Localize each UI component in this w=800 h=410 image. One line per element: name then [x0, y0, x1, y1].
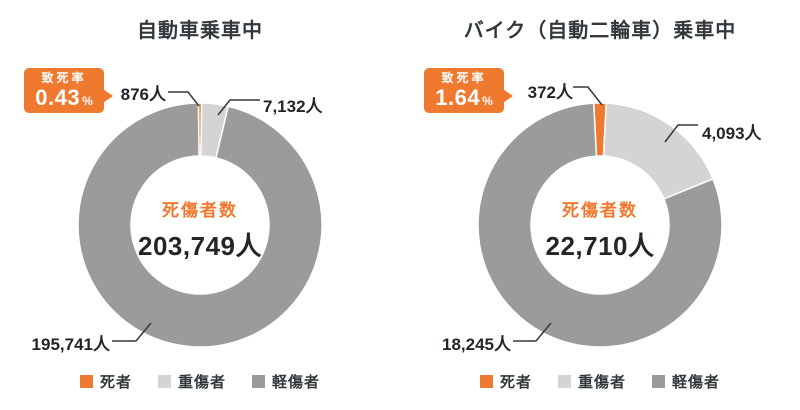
fatality-badge: 致死率 0.43%: [24, 68, 113, 113]
chart-title: バイク（自動二輪車）乗車中: [463, 20, 737, 42]
legend-label-deaths: 死者: [499, 374, 532, 391]
legend-item-serious: 重傷者: [157, 371, 226, 392]
label-deaths: 372人: [527, 83, 573, 102]
label-serious-injuries: 4,093人: [702, 124, 762, 143]
legend-item-deaths: 死者: [79, 371, 132, 392]
label-deaths: 876人: [120, 85, 166, 104]
donut-chart-car: [77, 91, 323, 348]
badge-pointer-arrow: [103, 89, 113, 103]
callout-line-deaths: [573, 86, 603, 106]
legend-item-light: 軽傷者: [252, 371, 320, 392]
legend-item-deaths: 死者: [479, 371, 532, 392]
legend-label-light: 軽傷者: [272, 374, 321, 391]
fatality-badge: 致死率 1.64%: [424, 68, 513, 113]
fatality-rate-value: 1.64%: [435, 87, 493, 109]
legend-item-serious: 重傷者: [557, 371, 626, 392]
callout-line-light: [112, 322, 152, 342]
legend-label-serious: 重傷者: [177, 374, 226, 391]
fatality-rate-label: 致死率: [441, 71, 487, 85]
chart-title: 自動車乗車中: [137, 20, 263, 42]
donut-slice-2-軽傷者: [77, 102, 323, 348]
legend-swatch-light: [252, 375, 265, 388]
legend-label-serious: 重傷者: [577, 374, 626, 391]
legend-swatch-deaths: [479, 375, 493, 388]
label-light-injuries: 195,741人: [31, 335, 110, 354]
donut-slice-2-軽傷者: [477, 102, 723, 348]
callout-line-light: [513, 322, 552, 342]
legend: 死者 重傷者 軽傷者: [400, 371, 800, 392]
legend: 死者 重傷者 軽傷者: [0, 371, 400, 392]
fatality-rate-number: 0.43: [35, 85, 81, 110]
callout-line-serious: [217, 99, 260, 116]
percent-sign: %: [482, 94, 493, 108]
badge-pointer-arrow: [503, 89, 513, 103]
chart-panel-car: 自動車乗車中 致死率 0.43% 死傷者数 203,749人 876人 7,13…: [0, 20, 400, 392]
label-serious-injuries: 7,132人: [263, 97, 323, 116]
legend-item-light: 軽傷者: [652, 371, 720, 392]
label-light-injuries: 18,245人: [442, 335, 511, 354]
donut-slices: [77, 102, 323, 348]
callout-line-serious: [664, 124, 698, 143]
legend-swatch-serious: [557, 375, 571, 388]
legend-swatch-light: [652, 375, 665, 388]
donut-slice-1-重傷者: [602, 102, 714, 200]
legend-label-light: 軽傷者: [672, 374, 721, 391]
donut-chart-motorcycle: [477, 86, 723, 348]
fatality-rate-number: 1.64: [435, 85, 481, 110]
legend-swatch-deaths: [79, 375, 93, 388]
fatality-rate-label: 致死率: [41, 71, 87, 85]
donut-slices: [477, 102, 723, 348]
fatality-rate-value: 0.43%: [35, 87, 93, 109]
legend-label-deaths: 死者: [99, 374, 132, 391]
legend-swatch-serious: [157, 375, 171, 388]
chart-panel-motorcycle: バイク（自動二輪車）乗車中 致死率 1.64% 死傷者数 22,710人 372…: [400, 0, 800, 410]
percent-sign: %: [82, 94, 93, 108]
callout-line-deaths: [168, 91, 200, 107]
